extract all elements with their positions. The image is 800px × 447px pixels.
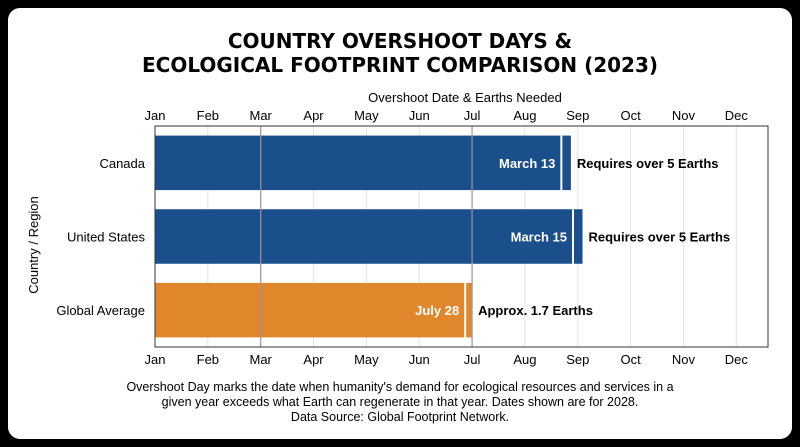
caption-line-3: Data Source: Global Footprint Network.: [291, 410, 509, 424]
earths-label-canada: Requires over 5 Earths: [577, 156, 719, 171]
date-label-united-states: March 15: [511, 230, 567, 245]
category-label-canada: Canada: [99, 156, 145, 171]
x-tick-top-jul: Jul: [464, 108, 481, 123]
bar-canada: [155, 135, 571, 191]
x-tick-bottom-nov: Nov: [672, 352, 696, 367]
category-labels: Canada United States Global Average: [56, 156, 145, 318]
x-tick-top-oct: Oct: [620, 108, 641, 123]
x-tick-bottom-dec: Dec: [725, 352, 749, 367]
chart-card: COUNTRY OVERSHOOT DAYS & ECOLOGICAL FOOT…: [8, 8, 792, 439]
x-tick-bottom-mar: Mar: [249, 352, 272, 367]
bar-global-average: [155, 282, 473, 338]
chart-title-line-1: COUNTRY OVERSHOOT DAYS &: [228, 29, 572, 53]
x-tick-top-jan: Jan: [145, 108, 166, 123]
reference-lines: [260, 126, 473, 347]
x-tick-top-dec: Dec: [725, 108, 749, 123]
x-axis-title: Overshoot Date & Earths Needed: [368, 90, 562, 105]
x-tick-top-aug: Aug: [513, 108, 536, 123]
category-label-global-average: Global Average: [56, 303, 145, 318]
x-tick-top-feb: Feb: [197, 108, 219, 123]
x-tick-bottom-aug: Aug: [513, 352, 536, 367]
x-tick-top-nov: Nov: [672, 108, 696, 123]
x-tick-top-jun: Jun: [409, 108, 430, 123]
x-tick-bottom-oct: Oct: [620, 352, 641, 367]
x-tick-bottom-may: May: [354, 352, 379, 367]
earths-label-united-states: Requires over 5 Earths: [589, 230, 731, 245]
x-tick-bottom-jan: Jan: [145, 352, 166, 367]
x-tick-bottom-jul: Jul: [464, 352, 481, 367]
category-label-united-states: United States: [67, 230, 146, 245]
bar-united-states: [155, 209, 583, 264]
caption-line-2: given year exceeds what Earth can regene…: [162, 395, 639, 409]
date-label-canada: March 13: [499, 156, 555, 171]
x-tick-bottom-jun: Jun: [409, 352, 430, 367]
x-tick-bottom-sep: Sep: [566, 352, 589, 367]
x-tick-top-sep: Sep: [566, 108, 589, 123]
x-tick-labels: Jan Jan Feb Feb Mar Mar Apr Apr May May Jun Jun Jul J…: [145, 108, 749, 367]
y-axis-title: Country / Region: [26, 196, 41, 294]
x-tick-top-apr: Apr: [303, 108, 324, 123]
date-label-global-average: July 28: [415, 303, 459, 318]
x-tick-bottom-feb: Feb: [197, 352, 219, 367]
x-tick-top-may: May: [354, 108, 379, 123]
x-tick-bottom-apr: Apr: [303, 352, 324, 367]
chart-title-line-2: ECOLOGICAL FOOTPRINT COMPARISON (2023): [142, 53, 658, 77]
x-tick-top-mar: Mar: [249, 108, 272, 123]
bars-group: March 13 Requires over 5 Earths March 15 Re…: [155, 135, 731, 338]
earths-label-global-average: Approx. 1.7 Earths: [478, 303, 593, 318]
chart-svg: COUNTRY OVERSHOOT DAYS & ECOLOGICAL FOOT…: [26, 29, 769, 424]
caption-line-1: Overshoot Day marks the date when humani…: [126, 380, 673, 394]
plot-frame: [154, 125, 769, 348]
